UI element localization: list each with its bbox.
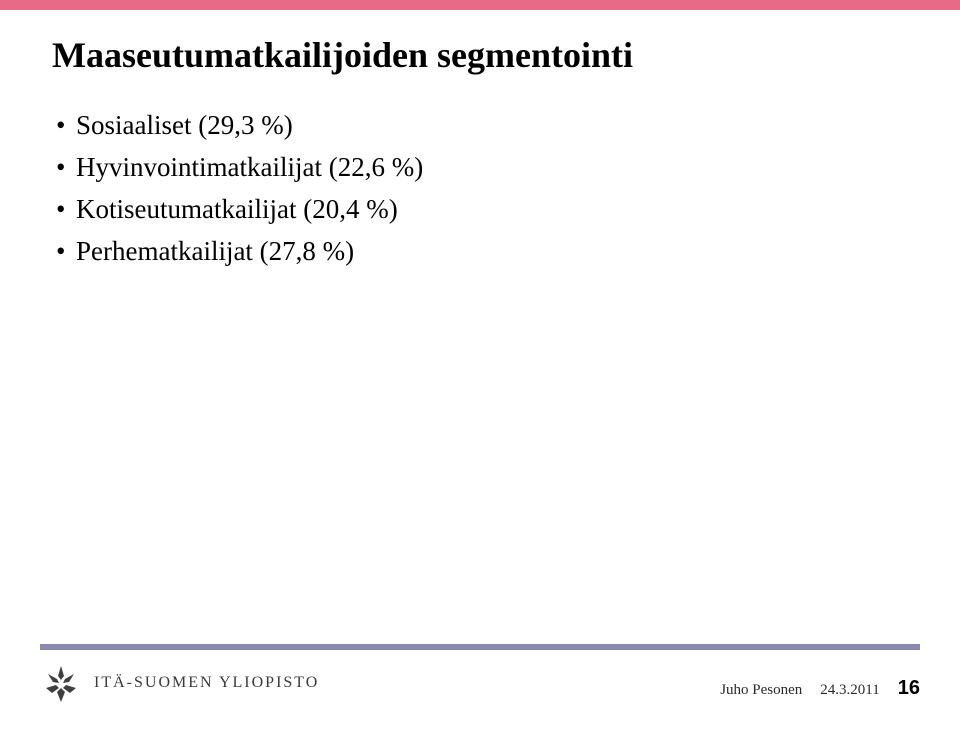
- slide: Maaseutumatkailijoiden segmentointi Sosi…: [0, 0, 960, 730]
- university-logo: ITÄ-SUOMEN YLIOPISTO: [40, 662, 319, 704]
- bullet-list: Sosiaaliset (29,3 %) Hyvinvointimatkaili…: [52, 105, 908, 272]
- slide-date: 24.3.2011: [820, 682, 879, 699]
- bullet-item: Perhematkailijat (27,8 %): [56, 231, 908, 273]
- page-number: 16: [898, 677, 920, 700]
- top-accent-bar: [0, 0, 960, 10]
- bullet-item: Kotiseutumatkailijat (20,4 %): [56, 189, 908, 231]
- content-area: Maaseutumatkailijoiden segmentointi Sosi…: [52, 34, 908, 273]
- footer-rule: [40, 644, 920, 650]
- bullet-item: Sosiaaliset (29,3 %): [56, 105, 908, 147]
- slide-title: Maaseutumatkailijoiden segmentointi: [52, 34, 908, 77]
- footer: ITÄ-SUOMEN YLIOPISTO Juho Pesonen 24.3.2…: [40, 660, 920, 710]
- author-name: Juho Pesonen: [720, 682, 802, 699]
- logo-mark-icon: [40, 662, 82, 704]
- footer-meta: Juho Pesonen 24.3.2011 16: [720, 677, 920, 700]
- bullet-item: Hyvinvointimatkailijat (22,6 %): [56, 147, 908, 189]
- logo-text: ITÄ-SUOMEN YLIOPISTO: [94, 674, 319, 692]
